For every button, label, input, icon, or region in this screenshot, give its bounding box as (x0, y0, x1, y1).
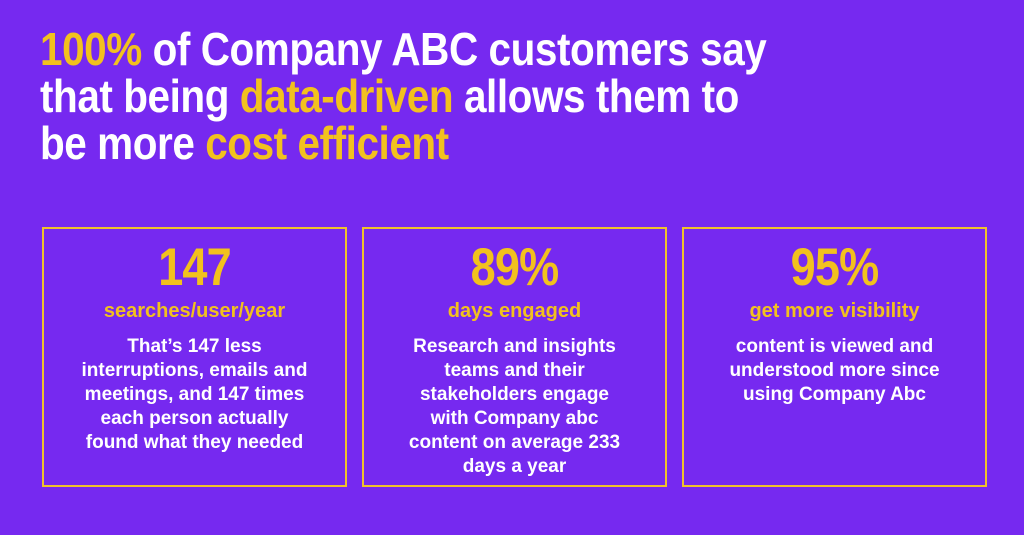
stat-description-searches: That’s 147 less interruptions, emails an… (81, 336, 308, 454)
headline-line-2: that being data-driven allows them to (40, 73, 766, 120)
stat-label-searches: searches/user/year (103, 300, 286, 323)
stat-card-visibility: 95% get more visibility content is viewe… (682, 227, 987, 487)
stat-label-days-engaged: days engaged (447, 300, 582, 323)
stat-label-visibility: get more visibility (749, 300, 920, 323)
stat-card-days-engaged: 89% days engaged Research and insights t… (362, 227, 667, 487)
stat-cards-row: 147 searches/user/year That’s 147 less i… (42, 227, 987, 487)
headline: 100% of Company ABC customers say that b… (40, 26, 865, 167)
headline-line2-post: allows them to (453, 70, 739, 122)
stat-description-days-engaged: Research and insights teams and their st… (408, 336, 621, 478)
stat-value-days-engaged: 89% (470, 238, 559, 297)
headline-line2-pre: that being (40, 70, 240, 122)
stat-description-visibility: content is viewed and understood more si… (729, 336, 940, 406)
headline-line-1: 100% of Company ABC customers say (40, 23, 767, 75)
headline-line1-text: of Company ABC customers say (141, 23, 767, 75)
stat-card-searches: 147 searches/user/year That’s 147 less i… (42, 227, 347, 487)
stat-value-searches: 147 (158, 238, 231, 297)
stat-value-visibility: 95% (790, 238, 879, 297)
headline-cost-efficient-highlight: cost efficient (205, 117, 449, 169)
headline-data-driven-highlight: data-driven (239, 70, 454, 122)
headline-line-3: be more cost efficient (40, 120, 766, 167)
headline-line3-pre: be more (40, 117, 206, 169)
headline-stat-highlight: 100% (40, 23, 142, 75)
